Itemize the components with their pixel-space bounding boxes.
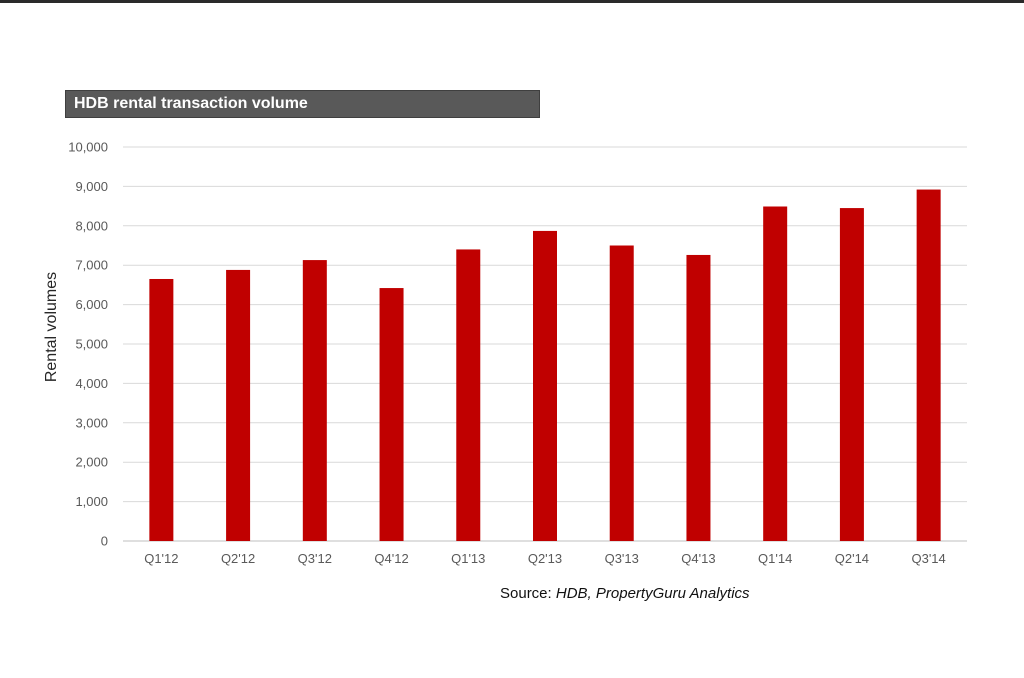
- y-tick-label: 2,000: [75, 455, 108, 470]
- bar: [379, 288, 404, 541]
- x-tick-label: Q1'13: [451, 551, 485, 566]
- y-tick-label: 0: [101, 534, 108, 549]
- source-note: Source: HDB, PropertyGuru Analytics: [500, 585, 750, 602]
- x-tick-label: Q4'12: [374, 551, 408, 566]
- y-tick-label: 6,000: [75, 297, 108, 312]
- bar: [226, 269, 251, 541]
- y-tick-label: 5,000: [75, 337, 108, 352]
- bar: [763, 206, 788, 541]
- y-tick-label: 7,000: [75, 258, 108, 273]
- x-tick-label: Q1'12: [144, 551, 178, 566]
- x-tick-labels: Q1'12 Q2'12 Q3'12 Q4'12 Q1'13 Q2'13 Q3'13 Q4'13…: [144, 551, 946, 566]
- x-tick-label: Q3'12: [298, 551, 332, 566]
- y-tick-label: 3,000: [75, 415, 108, 430]
- x-tick-label: Q2'14: [835, 551, 869, 566]
- x-tick-label: Q2'13: [528, 551, 562, 566]
- y-tick-label: 10,000: [68, 140, 108, 155]
- bar: [686, 254, 711, 541]
- y-tick-label: 1,000: [75, 494, 108, 509]
- bar: [456, 249, 481, 541]
- x-tick-label: Q2'12: [221, 551, 255, 566]
- y-tick-label: 9,000: [75, 179, 108, 194]
- source-text: HDB, PropertyGuru Analytics: [555, 585, 750, 602]
- bar: [533, 230, 557, 541]
- x-tick-label: Q1'14: [758, 551, 792, 566]
- source-prefix: Source:: [500, 585, 556, 602]
- bar: [609, 245, 634, 541]
- y-tick-label: 4,000: [75, 376, 108, 391]
- y-tick-label: 8,000: [75, 218, 108, 233]
- chart-title: HDB rental transaction volume: [65, 90, 540, 118]
- y-axis-title: Rental volumes: [43, 272, 60, 382]
- bar: [839, 208, 864, 541]
- bars: [149, 189, 941, 541]
- x-tick-label: Q3'14: [911, 551, 945, 566]
- bar: [302, 260, 327, 541]
- bar: [149, 278, 174, 541]
- x-tick-label: Q3'13: [605, 551, 639, 566]
- top-border: [0, 0, 1024, 3]
- x-tick-label: Q4'13: [681, 551, 715, 566]
- bar: [916, 189, 941, 541]
- y-tick-labels: 0 1,000 2,000 3,000 4,000 5,000 6,000 7,000 8,00…: [68, 140, 108, 549]
